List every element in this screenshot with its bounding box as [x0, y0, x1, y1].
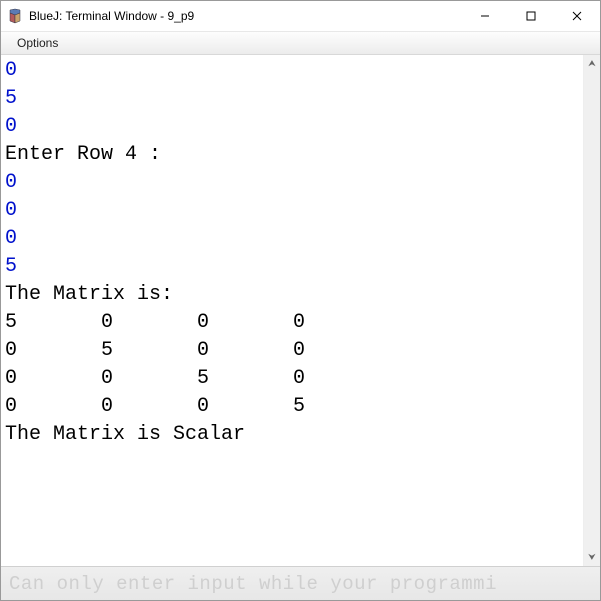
content-area: 050Enter Row 4 :0005The Matrix is:5 0 0 …: [1, 55, 600, 566]
terminal-input-line: 0: [5, 225, 579, 253]
status-text: Can only enter input while your programm…: [9, 573, 497, 595]
terminal-output[interactable]: 050Enter Row 4 :0005The Matrix is:5 0 0 …: [1, 55, 583, 566]
terminal-output-line: The Matrix is Scalar: [5, 421, 579, 449]
terminal-input-line: 5: [5, 85, 579, 113]
terminal-output-line: The Matrix is:: [5, 281, 579, 309]
terminal-output-line: 0 0 0 5: [5, 393, 579, 421]
terminal-input-line: 0: [5, 197, 579, 225]
terminal-input-line: 5: [5, 253, 579, 281]
terminal-output-line: 0 5 0 0: [5, 337, 579, 365]
menubar: Options: [1, 31, 600, 55]
close-button[interactable]: [554, 1, 600, 31]
window-title: BlueJ: Terminal Window - 9_p9: [29, 9, 194, 23]
bluej-icon: [7, 8, 23, 24]
scroll-track[interactable]: [584, 72, 600, 549]
terminal-input-line: 0: [5, 169, 579, 197]
vertical-scrollbar[interactable]: ⮝ ⮟: [583, 55, 600, 566]
status-bar: Can only enter input while your programm…: [1, 566, 600, 600]
terminal-output-line: 5 0 0 0: [5, 309, 579, 337]
terminal-output-line: 0 0 5 0: [5, 365, 579, 393]
scroll-down-button[interactable]: ⮟: [584, 549, 600, 566]
terminal-output-line: Enter Row 4 :: [5, 141, 579, 169]
terminal-input-line: 0: [5, 57, 579, 85]
maximize-button[interactable]: [508, 1, 554, 31]
scroll-up-button[interactable]: ⮝: [584, 55, 600, 72]
minimize-button[interactable]: [462, 1, 508, 31]
terminal-input-line: 0: [5, 113, 579, 141]
titlebar: BlueJ: Terminal Window - 9_p9: [1, 1, 600, 31]
window-controls: [462, 1, 600, 31]
menu-options[interactable]: Options: [11, 34, 64, 52]
